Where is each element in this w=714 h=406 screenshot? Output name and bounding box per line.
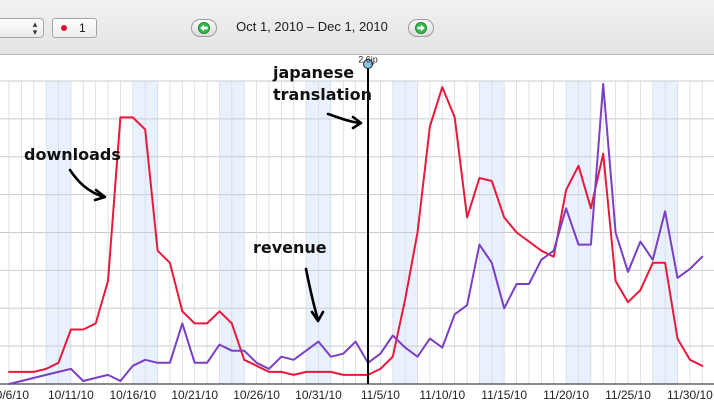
annotations: downloads revenue japanese translation: [24, 63, 372, 323]
annotation-arrowhead-downloads: [93, 188, 107, 202]
x-tick-label: 10/11/10: [48, 388, 94, 402]
annotation-arrow-japanese: [326, 112, 362, 125]
series-line-downloads: [8, 86, 704, 376]
x-tick-label: 11/25/10: [605, 388, 651, 402]
version-marker-pin-icon[interactable]: [363, 59, 374, 69]
annotation-revenue: revenue: [253, 238, 327, 257]
version-marker-label: 2.6jp: [358, 54, 378, 64]
version-marker[interactable]: 2.6jp: [358, 54, 378, 384]
annotation-japanese-line2: translation: [273, 85, 372, 104]
annotation-arrow-revenue: [304, 267, 320, 322]
region-filter-badge[interactable]: 1: [52, 18, 97, 38]
right-arrow-icon: [415, 22, 427, 34]
toolbar: ▴ ▾ 1 Oct 1, 2010 – Dec 1, 2010: [0, 0, 714, 55]
region-filter-count: 1: [79, 21, 86, 35]
annotation-arrowhead-japanese: [351, 115, 363, 130]
series-line-revenue: [8, 83, 704, 385]
x-tick-label: 10/26/10: [233, 388, 280, 402]
annotation-downloads: downloads: [24, 145, 121, 164]
annotation-arrow-downloads: [68, 168, 106, 199]
app-filter-popup[interactable]: ▴ ▾: [0, 18, 44, 38]
previous-period-button[interactable]: [191, 19, 217, 37]
x-tick-label: 11/5/10: [361, 388, 400, 402]
annotation-arrowhead-revenue: [310, 310, 325, 323]
annotation-japanese-line1: japanese: [272, 63, 354, 82]
x-tick-label: 11/10/10: [419, 388, 465, 402]
x-tick-label: 10/16/10: [109, 388, 156, 402]
x-tick-label: 11/20/10: [543, 388, 589, 402]
date-range-label: Oct 1, 2010 – Dec 1, 2010: [236, 19, 388, 34]
next-period-button[interactable]: [408, 19, 434, 37]
red-dot-icon: [61, 25, 67, 31]
sales-chart: 10/6/10 10/11/10 10/16/10 10/21/10 10/26/10 1…: [0, 54, 714, 402]
x-tick-label: 11/15/10: [481, 388, 527, 402]
x-tick-label: 10/6/10: [0, 388, 29, 402]
x-tick-label: 10/31/10: [295, 388, 342, 402]
x-tick-labels: 10/6/10 10/11/10 10/16/10 10/21/10 10/26/10 1…: [0, 388, 713, 402]
x-tick-label: 10/21/10: [171, 388, 218, 402]
up-down-chevron-icon: ▴ ▾: [32, 19, 38, 37]
chart-series: [8, 83, 704, 385]
left-arrow-icon: [198, 22, 210, 34]
x-tick-label: 11/30/10: [667, 388, 713, 402]
